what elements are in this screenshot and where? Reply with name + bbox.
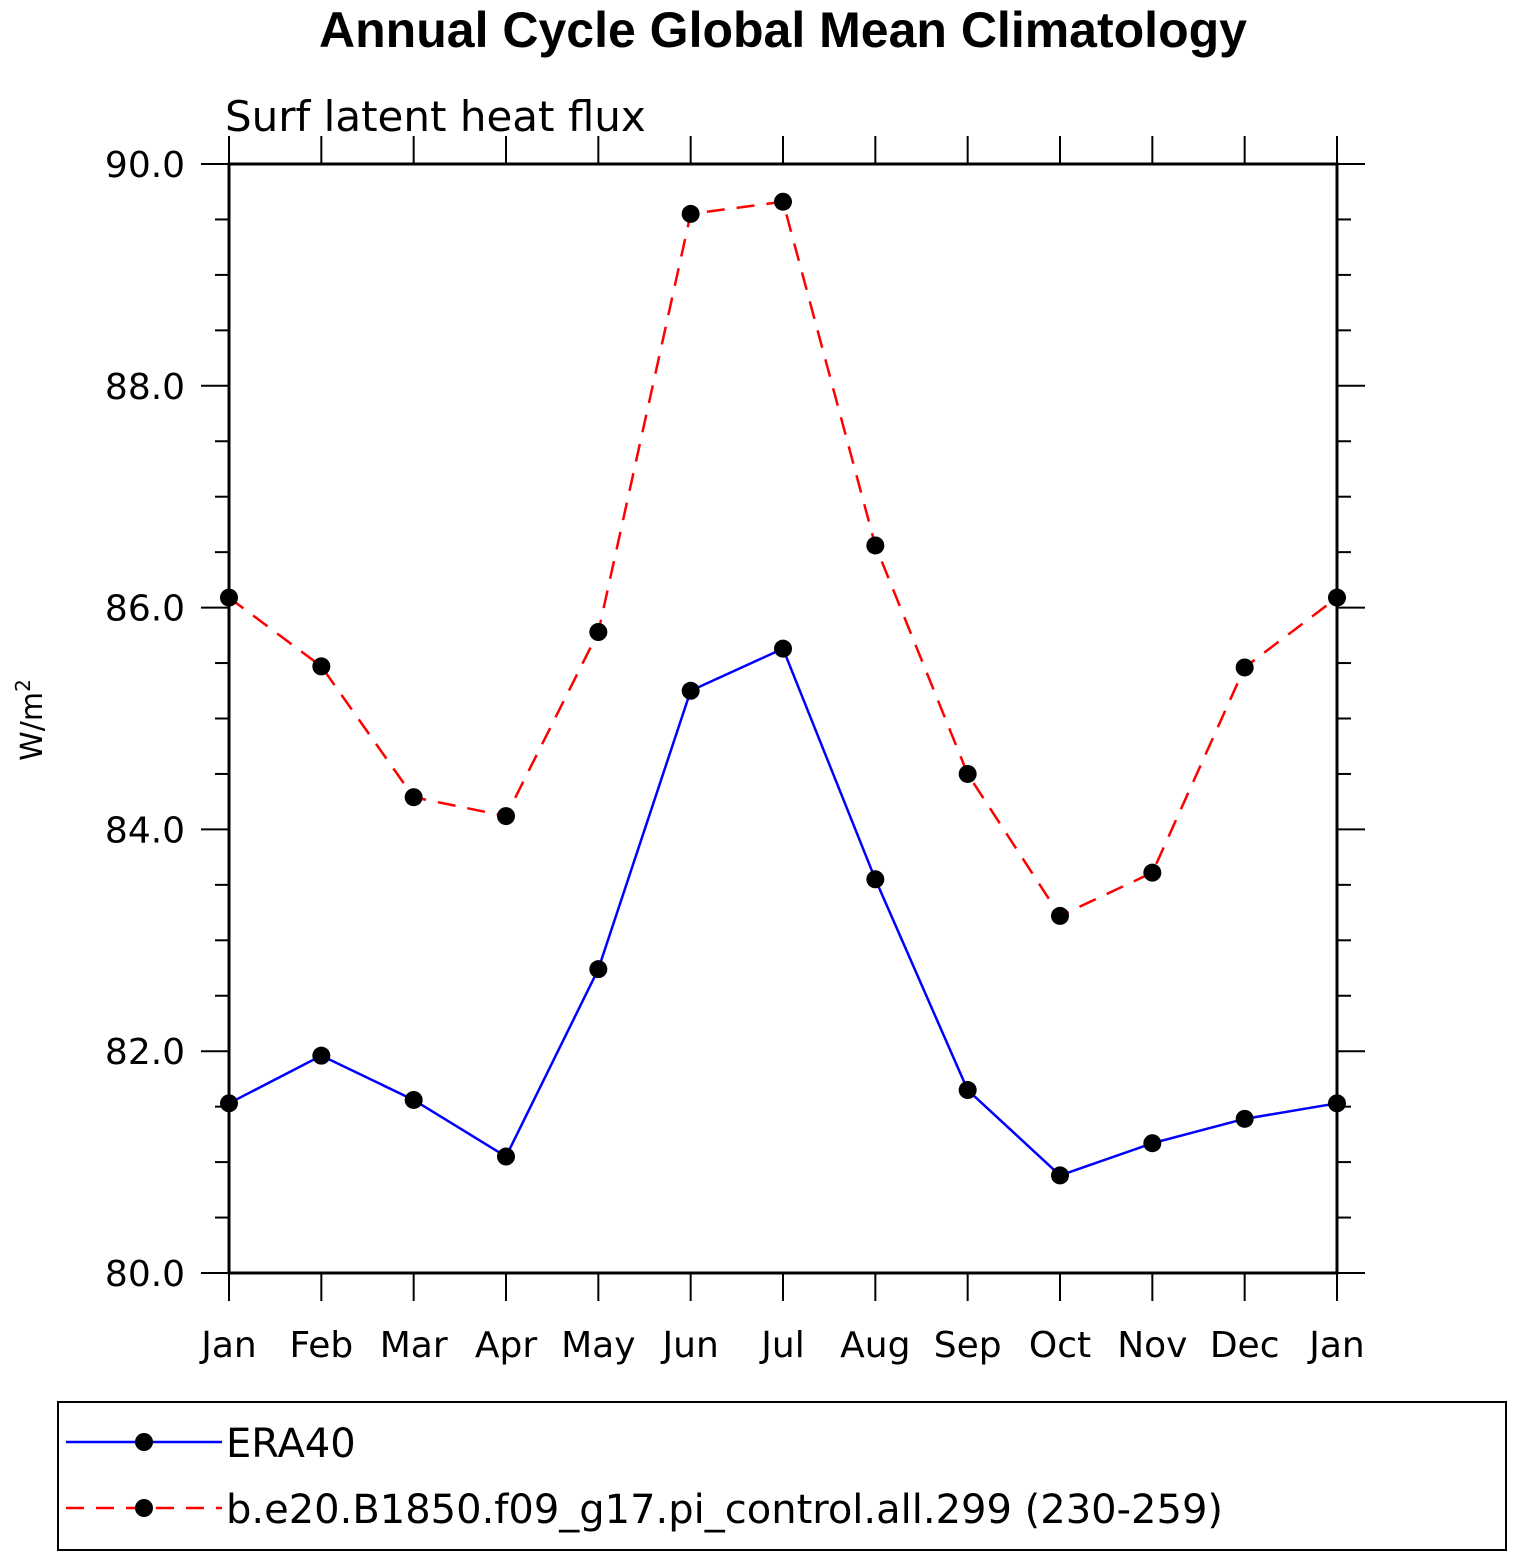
series-line-2 — [228, 200, 1338, 918]
series-2-point — [1051, 906, 1069, 925]
y-axis-label-text: W/m — [15, 692, 50, 761]
series-1-point — [1235, 1109, 1254, 1128]
x-tick-label: Sep — [934, 1325, 1002, 1366]
legend-label-2: b.e20.B1850.f09_g17.pi_control.all.299 (… — [226, 1487, 1223, 1533]
series-1-point — [497, 1147, 515, 1166]
x-tick-label: Jan — [1307, 1325, 1365, 1366]
series-2-point — [681, 204, 700, 223]
x-tick-label: Mar — [380, 1325, 448, 1366]
series-1-point — [774, 639, 792, 658]
x-tick-label: Oct — [1029, 1325, 1091, 1366]
series-2-point — [312, 657, 331, 676]
x-tick-label: Dec — [1210, 1325, 1280, 1366]
series-2-point — [866, 536, 885, 555]
y-tick-label: 90.0 — [105, 145, 185, 186]
chart-subtitle: Surf latent heat flux — [225, 92, 646, 141]
series-1-point — [1143, 1134, 1162, 1153]
series-2-point — [1143, 863, 1162, 882]
chart-title: Annual Cycle Global Mean Climatology — [319, 2, 1247, 58]
y-axis-label: W/m2 — [11, 679, 50, 761]
legend-marker-1 — [135, 1433, 153, 1451]
series-2-point — [1235, 658, 1254, 677]
x-tick-label: Jul — [759, 1325, 804, 1366]
x-tick-label: Aug — [840, 1325, 910, 1366]
x-tick-label: Feb — [289, 1325, 353, 1366]
legend-marker-2 — [135, 1499, 153, 1517]
x-tick-label: May — [561, 1325, 635, 1366]
legend-box — [57, 1401, 1507, 1551]
series-1-point — [404, 1090, 423, 1109]
y-tick-label: 86.0 — [105, 589, 185, 630]
series-2-point — [774, 192, 792, 211]
svg-text:W/m2: W/m2 — [11, 679, 50, 761]
series-2-point — [958, 764, 977, 783]
y-axis-label-superscript: 2 — [11, 679, 35, 692]
series-1-point — [958, 1081, 977, 1100]
series-1-point — [866, 870, 885, 889]
y-tick-label: 80.0 — [105, 1254, 185, 1295]
series-2-point — [404, 788, 423, 807]
plot-area — [220, 192, 1346, 1185]
x-tick-label: Jan — [199, 1325, 257, 1366]
y-tick-label: 84.0 — [105, 810, 185, 851]
series-2-point — [589, 622, 608, 641]
x-tick-label: Nov — [1117, 1325, 1187, 1366]
legend-label-1: ERA40 — [226, 1421, 356, 1467]
x-tick-label: Jun — [661, 1325, 719, 1366]
series-1-point — [681, 681, 700, 700]
plot-frame — [227, 162, 1339, 1275]
legend: ERA40 b.e20.B1850.f09_g17.pi_control.all.… — [57, 1401, 1507, 1551]
series-1-point — [589, 960, 608, 979]
x-tick-label: Apr — [475, 1325, 537, 1366]
y-tick-label: 82.0 — [105, 1032, 185, 1073]
series-line-1 — [228, 646, 1338, 1177]
series-1-point — [312, 1046, 331, 1065]
series-1-point — [1051, 1166, 1069, 1185]
y-tick-label: 88.0 — [105, 367, 185, 408]
series-2-point — [497, 807, 515, 826]
axes: 80.0 82.0 84.0 86.0 88.0 90.0 Jan Feb Mar Apr May J… — [105, 136, 1365, 1366]
